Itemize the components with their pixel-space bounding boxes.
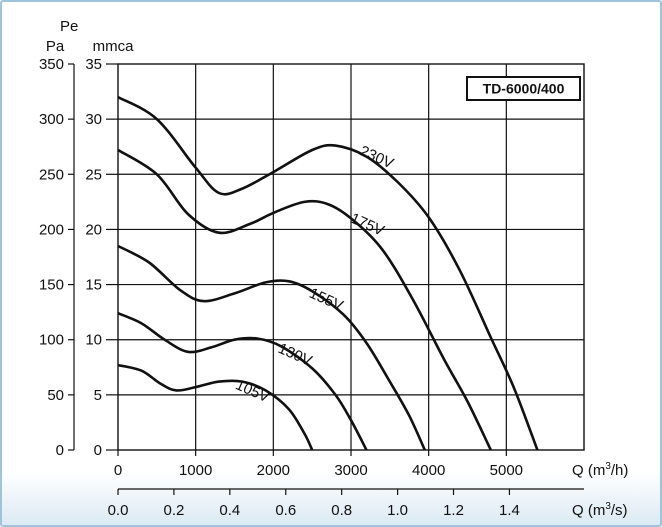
y-tick-label-pa: 50 [47, 387, 64, 404]
x-tick-label-m3h: 4000 [412, 462, 445, 479]
x2-tick-label-m3s: 0.8 [331, 502, 352, 519]
curve-130v [117, 312, 368, 451]
curve-155v [117, 244, 426, 451]
y-tick-label-pa: 300 [39, 111, 64, 128]
series-curves [117, 95, 539, 451]
curve-label-130v: 130V [276, 340, 315, 370]
x-tick-label-m3h: 2000 [257, 462, 290, 479]
curve-175v [117, 148, 492, 451]
curve-label-105v: 105V [233, 376, 272, 406]
y-tick-label-mmca: 10 [85, 332, 102, 349]
x2-tick-label-m3s: 0.2 [163, 502, 184, 519]
curve-105v [117, 363, 314, 451]
pe-axis-title: Pe [60, 18, 78, 35]
y-tick-label-mmca: 15 [85, 277, 102, 294]
grid-lines [117, 63, 585, 451]
curve-230v [117, 95, 539, 451]
curve-label-175v: 175V [348, 210, 387, 240]
x-tick-label-m3h: 0 [114, 462, 122, 479]
pa-unit-label: Pa [46, 38, 65, 55]
y-tick-label-mmca: 35 [85, 56, 102, 73]
x2-tick-label-m3s: 0.6 [275, 502, 296, 519]
x-tick-label-m3h: 3000 [334, 462, 367, 479]
x-axis-label-m3h: Q (m3/h) [572, 461, 628, 479]
x-tick-label-m3h: 5000 [490, 462, 523, 479]
y-tick-label-pa: 250 [39, 166, 64, 183]
x-tick-label-m3h: 1000 [179, 462, 212, 479]
y-tick-label-mmca: 25 [85, 166, 102, 183]
x2-tick-label-m3s: 1.0 [387, 502, 408, 519]
model-label: TD-6000/400 [483, 81, 565, 97]
x2-tick-label-m3s: 0.0 [108, 502, 129, 519]
y-tick-label-pa: 200 [39, 221, 64, 238]
model-label-box: TD-6000/400 [466, 76, 581, 101]
x2-tick-label-m3s: 1.2 [443, 502, 464, 519]
y-tick-label-mmca: 20 [85, 221, 102, 238]
mmca-unit-label: mmca [93, 38, 134, 55]
curve-label-155v: 155V [307, 285, 346, 315]
x2-tick-label-m3s: 1.4 [499, 502, 520, 519]
x-axis-label-m3s: Q (m3/s) [572, 501, 628, 519]
y-tick-label-mmca: 30 [85, 111, 102, 128]
curve-label-230v: 230V [357, 143, 396, 173]
y-tick-label-pa: 350 [39, 56, 64, 73]
y-tick-label-pa: 150 [39, 277, 64, 294]
y-tick-label-pa: 0 [56, 442, 64, 459]
y-tick-label-mmca: 0 [94, 442, 102, 459]
y-tick-label-pa: 100 [39, 332, 64, 349]
y-tick-label-mmca: 5 [94, 387, 102, 404]
x2-tick-label-m3s: 0.4 [219, 502, 240, 519]
